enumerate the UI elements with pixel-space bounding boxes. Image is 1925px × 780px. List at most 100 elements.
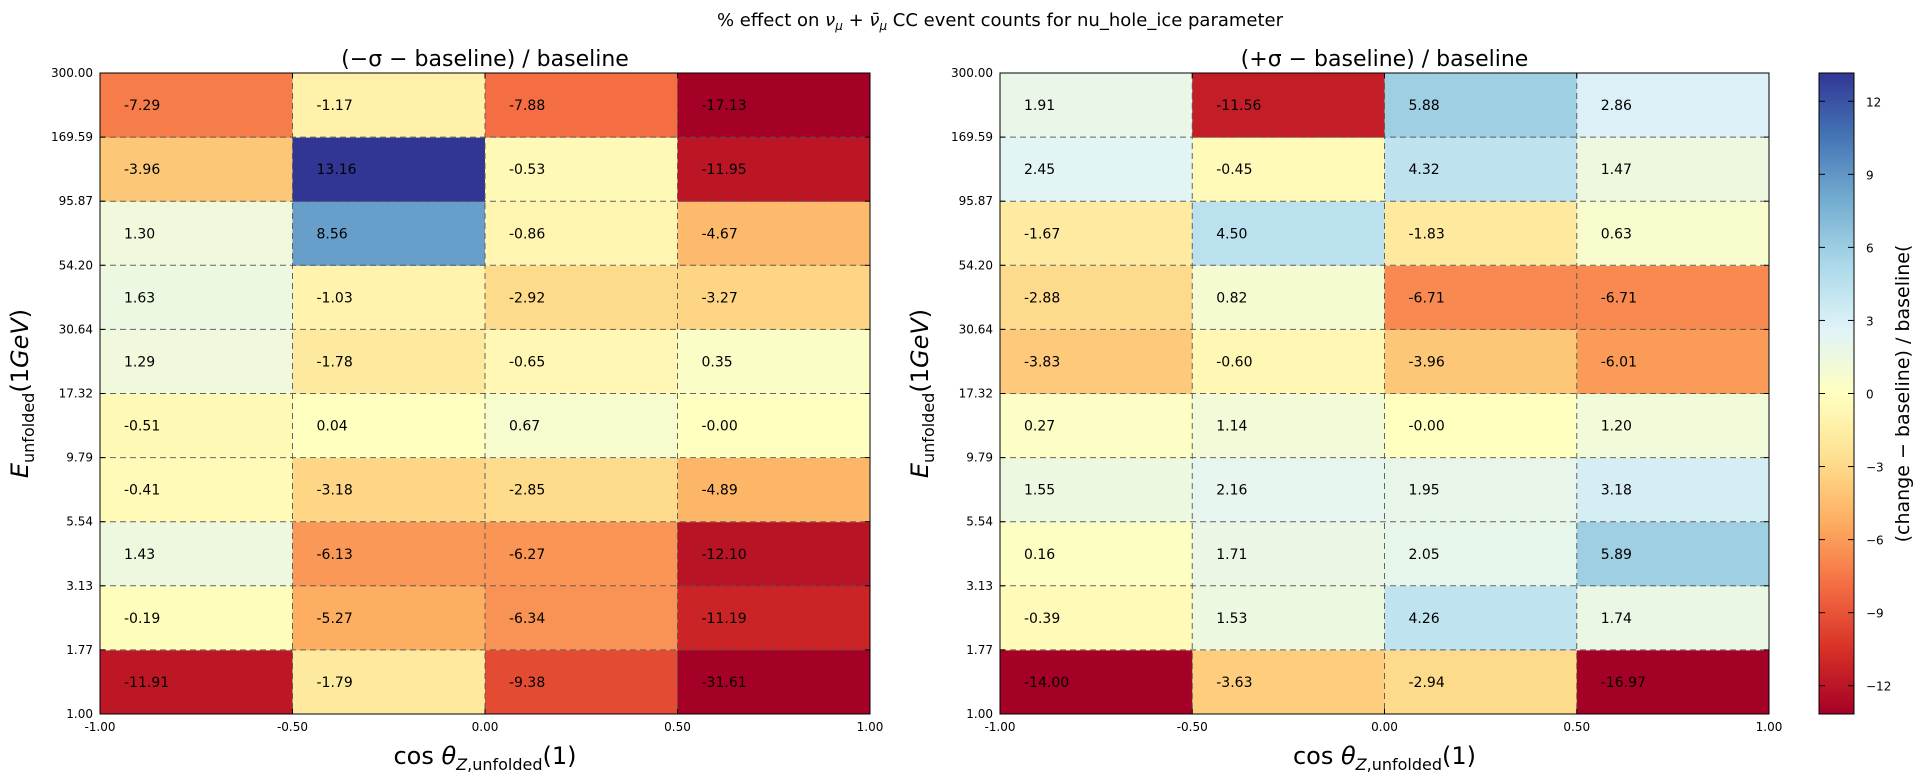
heatmap-cell — [1384, 393, 1578, 459]
heatmap-cell — [1384, 137, 1578, 202]
cell-value-label: -2.92 — [509, 290, 545, 306]
y-tick-label: 169.59 — [51, 130, 93, 144]
heatmap-cell — [1192, 265, 1385, 330]
colorbar-tick-label: 12 — [1866, 95, 1881, 109]
y-axis-label: Eunfolded(1GeV) — [906, 309, 938, 478]
cell-value-label: 2.86 — [1601, 98, 1632, 114]
heatmap-cell — [1384, 201, 1578, 266]
panel-plus-sigma: -14.00 -3.63 -2.94 -16.97 -0.39 1.53 4.26 1.74 0… — [906, 47, 1782, 774]
cell-value-label: -6.71 — [1601, 290, 1637, 306]
heatmap-cell — [100, 329, 293, 394]
cell-value-label: -0.86 — [509, 226, 545, 242]
heatmap-cell — [485, 649, 678, 715]
heatmap-cell — [485, 137, 678, 202]
cell-value-label: 1.30 — [124, 226, 155, 242]
cell-value-label: -17.13 — [702, 98, 747, 114]
cell-value-label: -0.53 — [509, 162, 545, 178]
heatmap-cell — [100, 457, 293, 523]
heatmap-cell — [1576, 329, 1770, 394]
x-tick-label: 1.00 — [857, 720, 884, 734]
cell-value-label: -5.27 — [317, 611, 353, 627]
cell-value-label: -1.83 — [1409, 226, 1445, 242]
heatmap-cell — [677, 265, 871, 330]
heatmap-cell — [100, 649, 293, 715]
heatmap-cell — [1192, 585, 1385, 651]
y-tick-label: 3.13 — [966, 579, 993, 593]
heatmap-cell — [1384, 265, 1578, 330]
cell-value-label: -16.97 — [1601, 675, 1646, 691]
y-tick-label: 95.87 — [959, 194, 993, 208]
cell-value-label: 1.14 — [1216, 419, 1247, 435]
cell-value-label: -14.00 — [1024, 675, 1069, 691]
colorbar-label: (change − baseline) / baseline( — [1892, 245, 1914, 543]
cell-value-label: -6.71 — [1409, 290, 1445, 306]
cell-value-label: 0.67 — [509, 419, 540, 435]
heatmap-cell — [1000, 137, 1193, 202]
heatmap-cell — [100, 393, 293, 459]
heatmap-cell — [1192, 329, 1385, 394]
x-axis-label: cos θZ,unfolded(1) — [393, 742, 576, 774]
cell-value-label: -12.10 — [702, 547, 747, 563]
y-tick-label: 300.00 — [951, 66, 993, 80]
y-tick-label: 1.77 — [966, 643, 993, 657]
x-tick-label: 0.50 — [1563, 720, 1590, 734]
heatmap-cell — [1192, 201, 1385, 266]
cell-value-label: 13.16 — [317, 162, 357, 178]
cell-value-label: 1.63 — [124, 290, 155, 306]
cell-value-label: 0.82 — [1216, 290, 1247, 306]
cell-value-label: 1.29 — [124, 354, 155, 370]
cell-value-label: -0.51 — [124, 419, 160, 435]
y-tick-label: 5.54 — [966, 515, 993, 529]
cell-value-label: -6.13 — [317, 547, 353, 563]
heatmap-cell — [1576, 73, 1770, 138]
cell-value-label: 1.91 — [1024, 98, 1055, 114]
x-tick-label: -0.50 — [277, 720, 308, 734]
heatmap-cell — [1192, 393, 1385, 459]
cell-value-label: -6.01 — [1601, 354, 1637, 370]
cell-value-label: 0.16 — [1024, 547, 1055, 563]
heatmap-cell — [1000, 329, 1193, 394]
colorbar-tick-label: −12 — [1866, 680, 1891, 694]
cell-value-label: 4.50 — [1216, 226, 1247, 242]
cell-value-label: -3.63 — [1216, 675, 1252, 691]
y-tick-label: 17.32 — [959, 387, 993, 401]
heatmap-cell — [1576, 393, 1770, 459]
y-tick-label: 9.79 — [66, 451, 93, 465]
heatmap-cell — [677, 329, 871, 394]
cell-value-label: -1.79 — [317, 675, 353, 691]
y-tick-label: 300.00 — [51, 66, 93, 80]
x-axis-label: cos θZ,unfolded(1) — [1293, 742, 1476, 774]
x-tick-label: -1.00 — [84, 720, 115, 734]
heatmap-cell — [485, 73, 678, 138]
cell-value-label: -3.96 — [1409, 354, 1445, 370]
heatmap-cell — [677, 649, 871, 715]
heatmap-cell — [485, 457, 678, 523]
y-tick-label: 1.77 — [66, 643, 93, 657]
heatmap-cell — [1576, 457, 1770, 523]
heatmap-cell — [1576, 649, 1770, 715]
colorbar-tick-label: −9 — [1866, 607, 1884, 621]
cell-value-label: 1.71 — [1216, 547, 1247, 563]
cell-value-label: 4.32 — [1409, 162, 1440, 178]
panel-title: (+σ − baseline) / baseline — [1241, 47, 1529, 72]
heatmap-cell — [1384, 585, 1578, 651]
heatmap-cell — [485, 201, 678, 266]
heatmap-cell — [1384, 73, 1578, 138]
heatmap-cell — [1192, 521, 1385, 587]
heatmap-cell — [292, 137, 486, 202]
heatmap-cell — [292, 585, 486, 651]
heatmap-cell — [292, 521, 486, 587]
cell-value-label: -0.39 — [1024, 611, 1060, 627]
cell-value-label: -1.03 — [317, 290, 353, 306]
colorbar-tick-label: 6 — [1866, 241, 1874, 255]
cell-value-label: 4.26 — [1409, 611, 1440, 627]
heatmap-cell — [292, 265, 486, 330]
y-tick-label: 54.20 — [959, 258, 993, 272]
cell-value-label: 8.56 — [317, 226, 348, 242]
cell-value-label: 2.05 — [1409, 547, 1440, 563]
y-tick-label: 1.00 — [66, 707, 93, 721]
heatmap-cell — [1000, 393, 1193, 459]
x-tick-label: 0.50 — [664, 720, 691, 734]
heatmap-cell — [292, 393, 486, 459]
heatmap-cell — [485, 329, 678, 394]
